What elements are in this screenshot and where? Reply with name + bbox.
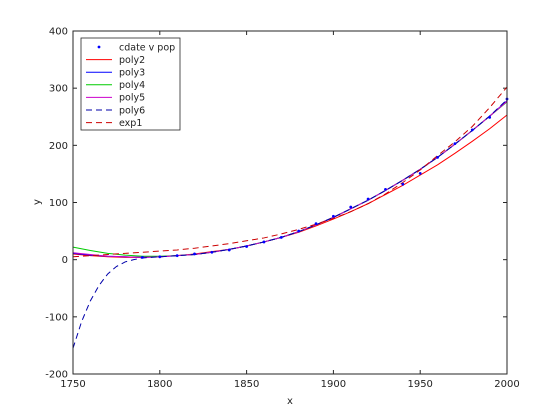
x-tick-label: 1750	[60, 379, 85, 390]
scatter-point	[436, 155, 439, 159]
scatter-point	[314, 222, 318, 226]
scatter-point	[349, 205, 353, 209]
scatter-point	[297, 229, 301, 233]
scatter-point	[418, 171, 422, 175]
legend-label: poly3	[119, 68, 145, 79]
scatter-point	[141, 255, 144, 259]
scatter-point	[279, 235, 283, 239]
legend-label: poly6	[119, 105, 145, 116]
legend-label: cdate v pop	[119, 42, 175, 53]
x-tick-label: 1850	[234, 379, 259, 390]
series-line-poly6	[72, 99, 508, 349]
legend-label: poly2	[119, 55, 145, 66]
y-tick-label: 0	[62, 255, 68, 266]
y-tick-label: -100	[45, 312, 68, 323]
scatter-point	[384, 187, 387, 191]
y-tick-label: 400	[49, 27, 68, 38]
legend-marker	[97, 45, 101, 49]
scatter-point	[470, 128, 474, 132]
scatter-point	[401, 182, 405, 186]
scatter-point	[158, 255, 162, 259]
scatter-point	[262, 240, 266, 244]
y-axis-label: y	[32, 199, 43, 205]
scatter-point	[245, 245, 249, 248]
scatter-point	[227, 248, 231, 252]
scatter-point	[210, 250, 214, 254]
x-tick-label: 1900	[321, 379, 346, 390]
scatter-point	[488, 115, 492, 119]
plot-frame	[72, 30, 508, 375]
x-tick-label: 1800	[147, 379, 172, 390]
scatter-point	[332, 214, 335, 218]
legend-box	[80, 37, 181, 131]
scatter-point	[366, 197, 370, 201]
y-tick-label: 200	[49, 141, 68, 152]
scatter-point	[453, 142, 457, 146]
series-layer	[72, 86, 509, 349]
legend-label: exp1	[119, 118, 142, 129]
y-tick-labels: -200 -100 0 100 200 300 400	[45, 27, 68, 381]
y-tick-label: 300	[49, 84, 68, 95]
scatter-point	[193, 252, 196, 256]
y-tick-label: 100	[49, 198, 68, 209]
series-line-exp1	[72, 86, 508, 258]
x-tick-labels: 1750 1800 1850 1900 1950 2000	[60, 379, 519, 390]
x-tick-label: 1950	[407, 379, 432, 390]
legend-label: poly5	[119, 93, 145, 104]
x-tick-label: 2000	[494, 379, 519, 390]
scatter-point	[175, 254, 179, 258]
y-tick-label: -200	[45, 370, 68, 381]
legend-label: poly4	[119, 80, 145, 91]
x-axis-label: x	[287, 396, 293, 407]
